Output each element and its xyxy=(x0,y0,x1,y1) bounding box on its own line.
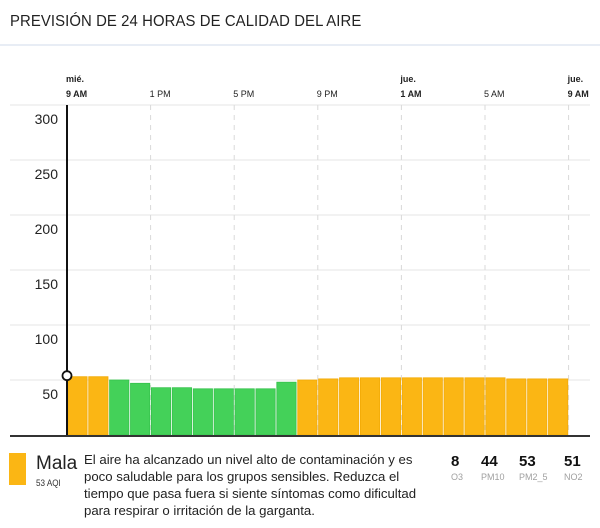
x-tick-label: 1 AM xyxy=(400,89,421,99)
x-tick-day-label: jue. xyxy=(567,74,584,84)
bar xyxy=(192,388,213,436)
bar xyxy=(527,378,548,436)
x-tick-label: 9 AM xyxy=(568,89,589,99)
current-value-marker xyxy=(61,370,73,382)
bar xyxy=(339,377,360,436)
header-divider xyxy=(0,44,600,46)
bar xyxy=(213,388,234,436)
bar xyxy=(548,378,569,436)
pollutant-pm2-5: 53 PM2_5 xyxy=(519,453,548,482)
x-tick-label: 9 AM xyxy=(66,89,87,99)
pollutant-value: 8 xyxy=(451,453,460,470)
bar xyxy=(171,387,193,436)
bar xyxy=(297,379,318,436)
bar xyxy=(276,381,297,436)
x-tick-day-label: mié. xyxy=(66,74,84,84)
bar xyxy=(485,377,506,436)
pollutant-name: O3 xyxy=(451,472,464,482)
pollutant-no2: 51 NO2 xyxy=(564,453,583,482)
pollutant-value: 44 xyxy=(481,453,498,470)
bar xyxy=(422,377,443,436)
x-tick-day-label: jue. xyxy=(399,74,416,84)
y-tick-label: 100 xyxy=(35,331,59,347)
aqi-forecast-chart: 50 100 150 200 250 300 mié. 9 AM 1 PM 5 PM 9 PM jue… xyxy=(10,74,590,437)
x-tick-label: 1 PM xyxy=(150,89,171,99)
pollutant-name: PM2_5 xyxy=(519,472,548,482)
page-title: PREVISIÓN DE 24 HORAS DE CALIDAD DEL AIR… xyxy=(10,13,362,30)
bar xyxy=(150,387,172,436)
bar xyxy=(109,379,130,436)
y-tick-label: 150 xyxy=(35,276,59,292)
bar xyxy=(380,377,401,436)
aqi-level-label: Mala xyxy=(36,453,78,474)
bar xyxy=(255,388,276,436)
bar xyxy=(67,376,88,436)
current-aqi-panel: Mala 53 AQI El aire ha alcanzado un nive… xyxy=(0,448,600,528)
aqi-level-swatch xyxy=(9,453,26,485)
aqi-description: El aire ha alcanzado un nivel alto de co… xyxy=(84,452,417,518)
pollutant-pm10: 44 PM10 xyxy=(481,453,505,482)
bar xyxy=(359,377,381,436)
bar xyxy=(234,388,255,436)
x-tick-label: 5 PM xyxy=(233,89,254,99)
bar xyxy=(88,376,109,436)
pollutant-value: 53 xyxy=(519,453,536,470)
y-tick-label: 200 xyxy=(35,221,59,237)
x-tick-label: 5 AM xyxy=(484,89,505,99)
pollutant-o3: 8 O3 xyxy=(451,453,463,482)
x-tick-label: 9 PM xyxy=(317,89,338,99)
y-tick-label: 50 xyxy=(42,386,58,402)
y-tick-label: 300 xyxy=(35,111,59,127)
bar xyxy=(464,377,485,436)
bar xyxy=(443,377,464,436)
pollutant-name: NO2 xyxy=(564,472,583,482)
bar xyxy=(401,377,422,436)
bar xyxy=(506,378,527,436)
bar xyxy=(130,382,151,436)
y-tick-label: 250 xyxy=(35,166,59,182)
aqi-value: 53 AQI xyxy=(36,478,61,488)
pollutant-value: 51 xyxy=(564,453,581,470)
pollutant-name: PM10 xyxy=(481,472,505,482)
bar xyxy=(318,378,339,436)
